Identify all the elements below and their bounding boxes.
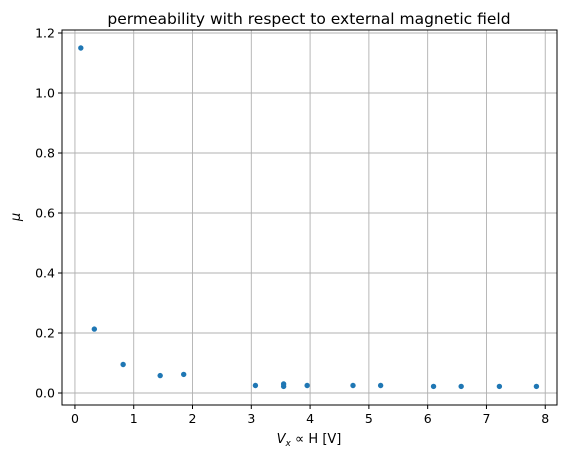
y-tick-label: 0.6 [35,206,55,221]
x-tick-label: 0 [71,411,79,426]
data-point [533,383,540,390]
data-point [157,372,163,379]
points-layer [78,45,540,390]
data-point [458,383,464,390]
x-axis-label: Vx ∝ H [V] [277,432,342,449]
y-tick-label: 0.2 [35,326,55,341]
y-tick-label: 0.4 [35,266,55,281]
data-point [120,361,126,368]
data-point [280,381,287,387]
data-point [180,371,187,378]
x-tick-label: 2 [189,411,197,426]
data-point [496,383,503,390]
chart-title: permeability with respect to external ma… [107,10,510,28]
x-tick-label: 6 [424,411,432,426]
y-tick-label: 0.8 [35,146,55,161]
x-axis-label-rest: ∝ H [V] [291,432,342,447]
y-tick-label: 1.2 [35,26,55,41]
x-tick-label: 7 [482,411,490,426]
x-tick-label: 4 [306,411,314,426]
y-tick-label: 1.0 [35,86,55,101]
data-point [430,383,437,390]
x-tick-label: 5 [365,411,373,426]
data-point [304,382,310,389]
data-point [91,326,98,332]
data-point [252,382,259,389]
data-point [377,382,384,389]
x-tick-label: 8 [541,411,549,426]
x-axis-label-var: V [277,432,287,447]
plot-frame [61,29,558,406]
data-point [350,382,356,389]
y-axis-label: μ [9,213,24,222]
x-axis-label-sub: x [285,439,292,449]
x-tick-label: 1 [130,411,138,426]
x-tick-label: 3 [247,411,255,426]
grid-layer [62,30,557,405]
ticks-layer: 0 1 2 3 4 5 6 7 8 0.0 0.2 0.4 0.6 0.8 1.0 1.2 [35,26,549,427]
y-tick-label: 0.0 [35,386,55,401]
data-point [78,45,84,51]
